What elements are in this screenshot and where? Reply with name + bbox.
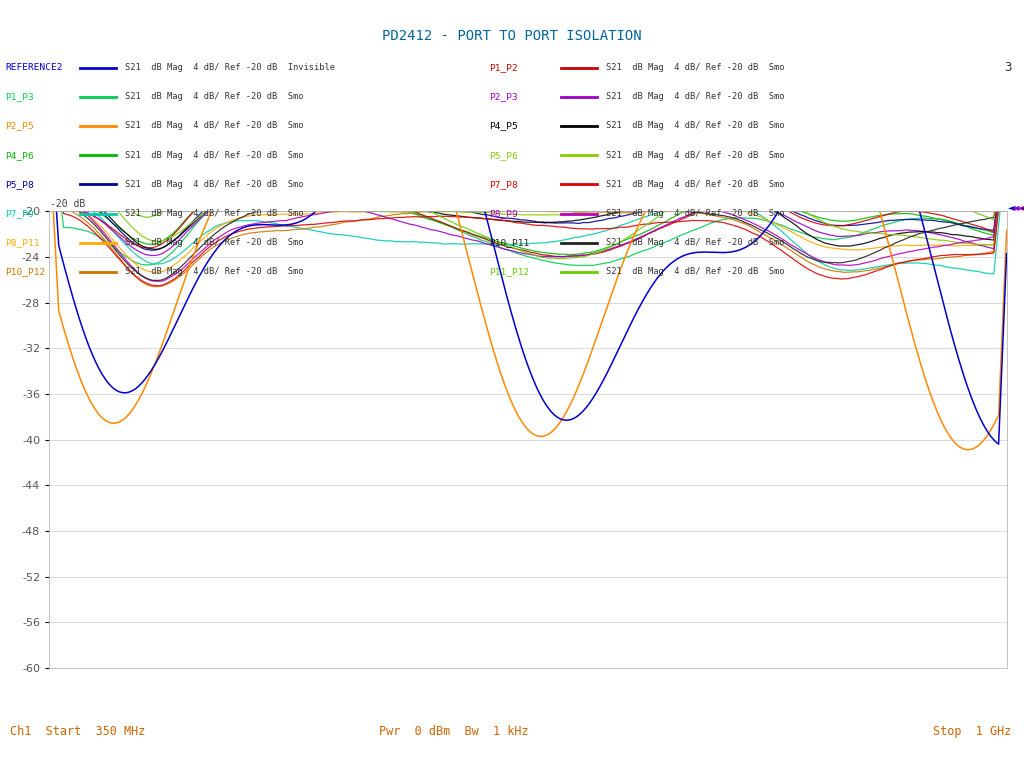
Text: P7_P8: P7_P8 <box>489 180 518 189</box>
Text: Ch1  Start  350 MHz: Ch1 Start 350 MHz <box>10 725 145 737</box>
Text: P10_P12: P10_P12 <box>5 267 45 276</box>
Text: P8_P11: P8_P11 <box>5 238 40 247</box>
Text: S21  dB Mag  4 dB/ Ref -20 dB  Smo: S21 dB Mag 4 dB/ Ref -20 dB Smo <box>606 92 784 101</box>
Text: S21  dB Mag  4 dB/ Ref -20 dB  Smo: S21 dB Mag 4 dB/ Ref -20 dB Smo <box>125 151 303 160</box>
Text: REFERENCE2: REFERENCE2 <box>5 63 62 72</box>
Text: S21  dB Mag  4 dB/ Ref -20 dB  Smo: S21 dB Mag 4 dB/ Ref -20 dB Smo <box>606 63 784 72</box>
Text: S21  dB Mag  4 dB/ Ref -20 dB  Invisible: S21 dB Mag 4 dB/ Ref -20 dB Invisible <box>125 63 335 72</box>
Text: S21  dB Mag  4 dB/ Ref -20 dB  Smo: S21 dB Mag 4 dB/ Ref -20 dB Smo <box>606 209 784 218</box>
Text: S21  dB Mag  4 dB/ Ref -20 dB  Smo: S21 dB Mag 4 dB/ Ref -20 dB Smo <box>125 238 303 247</box>
Text: S21  dB Mag  4 dB/ Ref -20 dB  Smo: S21 dB Mag 4 dB/ Ref -20 dB Smo <box>606 238 784 247</box>
Text: P2_P3: P2_P3 <box>489 92 518 101</box>
Text: S21  dB Mag  4 dB/ Ref -20 dB  Smo: S21 dB Mag 4 dB/ Ref -20 dB Smo <box>606 267 784 276</box>
Text: ◄: ◄ <box>1017 202 1024 213</box>
Text: Pwr  0 dBm  Bw  1 kHz: Pwr 0 dBm Bw 1 kHz <box>379 725 528 737</box>
Text: S21  dB Mag  4 dB/ Ref -20 dB  Smo: S21 dB Mag 4 dB/ Ref -20 dB Smo <box>125 209 303 218</box>
Text: ◄: ◄ <box>1022 202 1024 213</box>
Text: 3: 3 <box>1005 61 1012 74</box>
Text: P5_P8: P5_P8 <box>5 180 34 189</box>
Text: P8_P9: P8_P9 <box>489 209 518 218</box>
Text: P4_P5: P4_P5 <box>489 121 518 131</box>
Text: P1_P3: P1_P3 <box>5 92 34 101</box>
Text: P1_P2: P1_P2 <box>489 63 518 72</box>
Text: P2_P5: P2_P5 <box>5 121 34 131</box>
Text: S21  dB Mag  4 dB/ Ref -20 dB  Smo: S21 dB Mag 4 dB/ Ref -20 dB Smo <box>606 121 784 131</box>
Text: Stop  1 GHz: Stop 1 GHz <box>933 725 1012 737</box>
Text: ◄: ◄ <box>1008 202 1015 213</box>
Text: P11_P12: P11_P12 <box>489 267 529 276</box>
Text: P10_P11: P10_P11 <box>489 238 529 247</box>
Text: S21  dB Mag  4 dB/ Ref -20 dB  Smo: S21 dB Mag 4 dB/ Ref -20 dB Smo <box>125 92 303 101</box>
Text: P5_P6: P5_P6 <box>489 151 518 160</box>
Text: S21  dB Mag  4 dB/ Ref -20 dB  Smo: S21 dB Mag 4 dB/ Ref -20 dB Smo <box>606 151 784 160</box>
Text: S21  dB Mag  4 dB/ Ref -20 dB  Smo: S21 dB Mag 4 dB/ Ref -20 dB Smo <box>125 121 303 131</box>
Text: S21  dB Mag  4 dB/ Ref -20 dB  Smo: S21 dB Mag 4 dB/ Ref -20 dB Smo <box>606 180 784 189</box>
Text: S21  dB Mag  4 dB/ Ref -20 dB  Smo: S21 dB Mag 4 dB/ Ref -20 dB Smo <box>125 267 303 276</box>
Text: PD2412 - PORT TO PORT ISOLATION: PD2412 - PORT TO PORT ISOLATION <box>382 29 642 43</box>
Text: ◄: ◄ <box>1012 202 1020 213</box>
Text: S21  dB Mag  4 dB/ Ref -20 dB  Smo: S21 dB Mag 4 dB/ Ref -20 dB Smo <box>125 180 303 189</box>
Text: P7_P9: P7_P9 <box>5 209 34 218</box>
Text: -20 dB: -20 dB <box>50 199 85 209</box>
Text: P4_P6: P4_P6 <box>5 151 34 160</box>
